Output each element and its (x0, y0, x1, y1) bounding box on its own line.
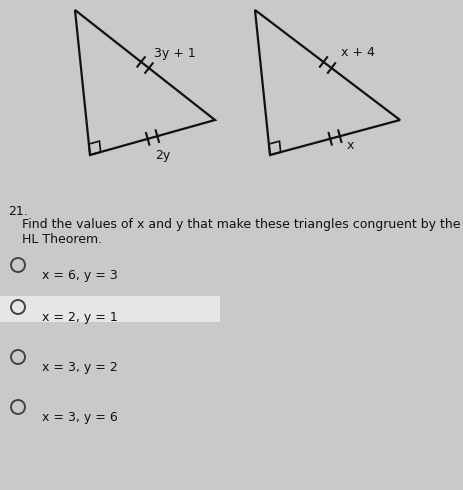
Text: x + 4: x + 4 (340, 47, 374, 59)
Text: x = 6, y = 3: x = 6, y = 3 (42, 269, 118, 281)
FancyBboxPatch shape (0, 296, 219, 322)
Text: 21.: 21. (8, 205, 28, 218)
Text: x = 3, y = 2: x = 3, y = 2 (42, 361, 118, 373)
Text: 3y + 1: 3y + 1 (154, 47, 195, 59)
Text: x = 2, y = 1: x = 2, y = 1 (42, 311, 118, 323)
Text: x: x (345, 139, 353, 152)
Text: x = 3, y = 6: x = 3, y = 6 (42, 411, 118, 423)
Text: Find the values of x and y that make these triangles congruent by the HL Theorem: Find the values of x and y that make the… (22, 218, 459, 246)
Text: 2y: 2y (155, 149, 170, 162)
